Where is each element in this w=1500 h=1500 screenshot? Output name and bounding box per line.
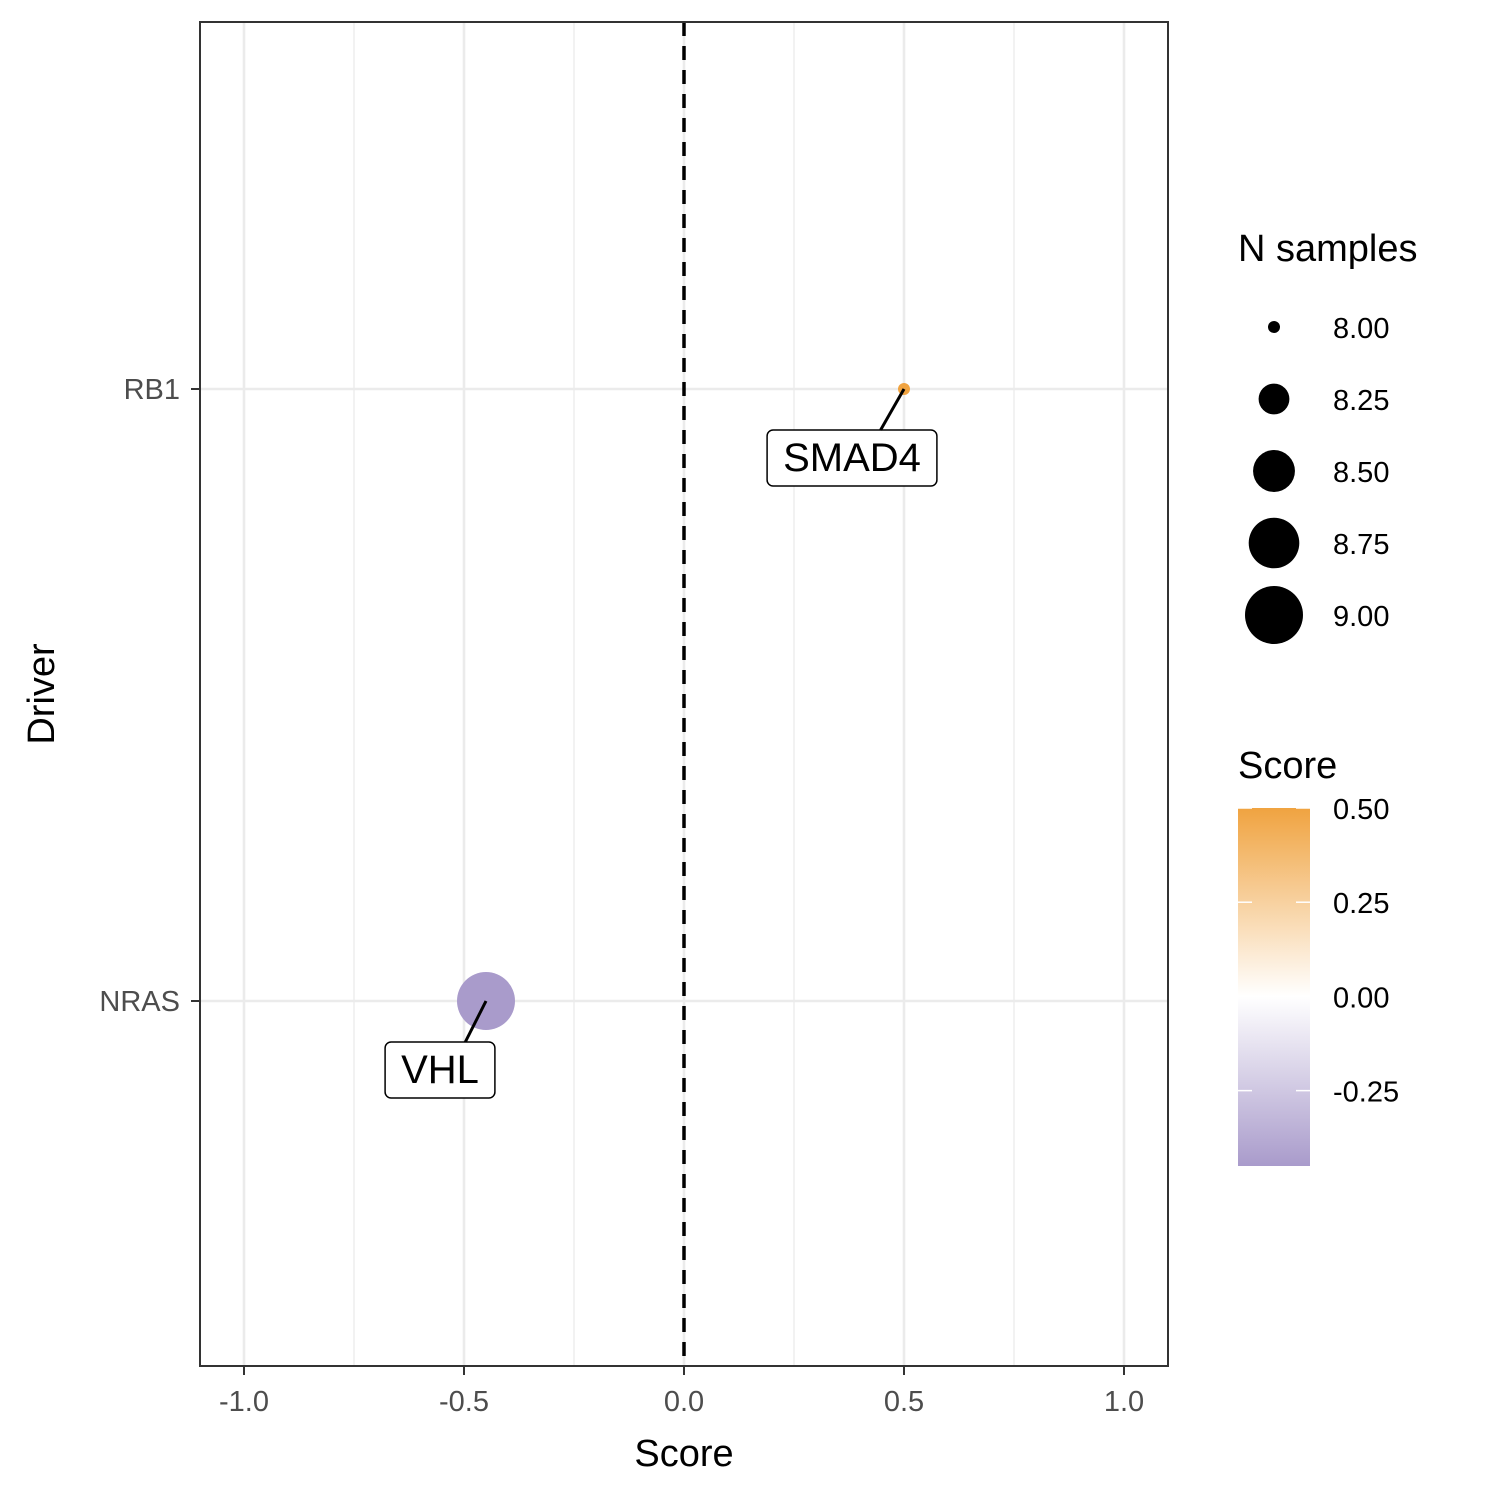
- y-tick-label: NRAS: [99, 986, 180, 1018]
- size-legend-title: N samples: [1238, 228, 1418, 270]
- point-label-group: VHL: [384, 1000, 496, 1099]
- point-label-text: VHL: [401, 1048, 479, 1092]
- point-label-text: SMAD4: [783, 436, 921, 480]
- x-tick-label: 0.5: [884, 1386, 924, 1418]
- x-axis-title: Score: [634, 1433, 733, 1475]
- size-legend-label: 9.00: [1333, 601, 1389, 633]
- label-leader-line: [879, 388, 906, 431]
- size-legend-label: 8.50: [1333, 457, 1389, 489]
- color-legend-label: -0.25: [1333, 1077, 1399, 1109]
- color-legend-title: Score: [1238, 745, 1337, 787]
- color-legend-label: 0.50: [1333, 794, 1389, 826]
- color-bar: [1238, 808, 1310, 1166]
- size-legend-key: [1268, 321, 1280, 333]
- size-legend-key: [1248, 517, 1300, 569]
- x-tick-label: -0.5: [439, 1386, 489, 1418]
- size-legend-key: [1258, 383, 1290, 415]
- y-axis-title: Driver: [21, 643, 63, 745]
- point-label-box: [766, 429, 938, 487]
- color-legend: Score 0.50 0.25 0.00 -0.25: [1238, 745, 1399, 1166]
- size-legend-key: [1245, 586, 1303, 644]
- point-label-group: SMAD4: [766, 388, 938, 487]
- y-tick-label: RB1: [124, 374, 180, 406]
- label-leader-line: [463, 1000, 488, 1043]
- color-legend-label: 0.25: [1333, 888, 1389, 920]
- point-label-box: [384, 1041, 496, 1099]
- x-tick-label: 1.0: [1104, 1386, 1144, 1418]
- x-tick-label: 0.0: [664, 1386, 704, 1418]
- size-legend-label: 8.25: [1333, 385, 1389, 417]
- axes: -1.0 -0.5 0.0 0.5 1.0 NRAS RB1: [99, 374, 1144, 1418]
- point-labels: SMAD4 VHL: [384, 388, 938, 1099]
- size-legend: N samples 8.00 8.25 8.50 8.75 9.00: [1238, 228, 1418, 644]
- x-tick-label: -1.0: [219, 1386, 269, 1418]
- color-legend-label: 0.00: [1333, 982, 1389, 1014]
- size-legend-label: 8.75: [1333, 529, 1389, 561]
- size-legend-label: 8.00: [1333, 313, 1389, 345]
- size-legend-key: [1253, 450, 1295, 492]
